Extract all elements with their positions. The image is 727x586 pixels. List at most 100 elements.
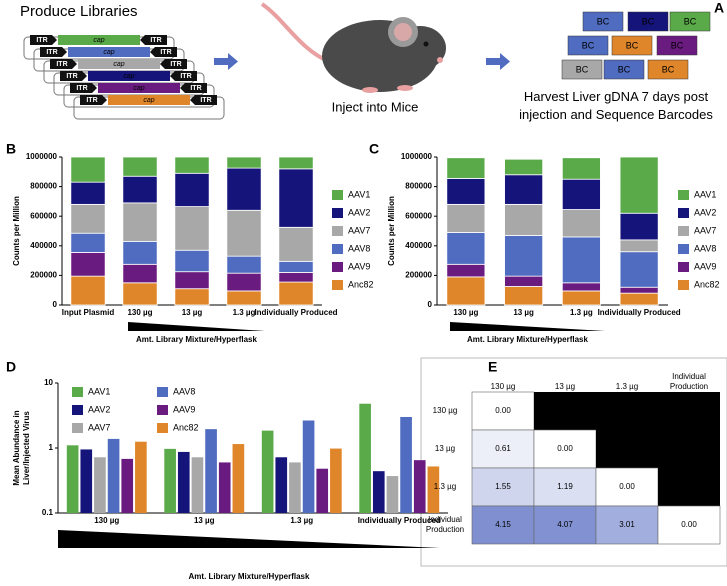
itr [170,71,197,81]
bar-segment [504,203,544,236]
y-tick-label: 0 [53,300,58,309]
y-tick-label: 0 [428,300,433,309]
bar-segment [446,263,486,278]
bar-segment [504,275,544,287]
bar [205,429,217,513]
barcode-label: BC [662,64,675,74]
legend-label: AAV1 [348,189,370,199]
itr-label: ITR [46,49,57,56]
cap-gene [108,95,190,105]
row-label-box: 1.3 µg [434,482,456,491]
barcode [627,11,669,32]
legend-label: Anc82 [348,279,374,289]
bar [121,458,134,513]
legend-label: Anc82 [694,279,720,289]
bar [107,438,120,513]
legend-swatch [157,405,168,415]
cell-label: 4.15 [495,520,511,529]
amount-wedge [128,322,265,331]
bar [427,466,440,513]
legend-label: AAV9 [694,261,716,271]
legend-label: AAV2 [88,404,110,414]
itr-label: ITR [170,61,181,68]
bar-segment [561,157,601,180]
itr [40,47,67,57]
barcode-label: BC [684,16,697,26]
legend-swatch [332,244,343,254]
arrow [214,53,238,70]
itr [140,35,167,45]
bar-segment [226,156,262,169]
legend-label: AAV9 [348,261,370,271]
bar-segment [619,212,659,241]
bar-segment [619,292,659,306]
step-label-box: Harvest Liver gDNA 7 days post injection… [519,89,713,122]
bar-segment [122,175,158,204]
bar [302,420,315,513]
x-tick-label: 13 µg [194,516,215,525]
legend-swatch [678,244,689,254]
itr-label: ITR [190,85,201,92]
bar-segment [561,282,601,292]
bar-segment [561,178,601,210]
x-tick-label: 13 µg [182,308,203,317]
barcode-label: BC [597,16,610,26]
y-axis-label-box: Mean Abundance in Liver/Injected Virus [12,410,31,485]
bar-segment [70,203,106,234]
bar-segment [174,156,210,174]
cap-label: cap [133,85,144,92]
itr-label: ITR [180,73,191,80]
cap-label: cap [123,73,134,80]
legend-label: Anc82 [173,422,199,432]
legend-swatch [678,190,689,200]
cell-label: 0.00 [681,520,697,529]
x-tick-label: Individually Produced [254,308,337,317]
heat-cell [471,505,535,545]
cap-gene [88,71,170,81]
y-axis-label: Counts per Million [12,196,21,266]
panel-label: C [369,141,379,157]
y-tick-label: 600000 [405,211,432,220]
barcode-label: BC [582,40,595,50]
cell-label: 1.55 [495,482,511,491]
bar [316,468,329,513]
cap-gene [98,83,180,93]
bar [80,449,93,513]
bar-segment [619,251,659,288]
bar-segment [446,157,486,179]
bar-segment [70,275,106,306]
bar-segment [446,203,486,233]
heat-cell [657,505,721,545]
cell-label: 3.01 [619,520,635,529]
legend-label: AAV2 [348,207,370,217]
barcode [656,35,698,56]
bar [289,462,301,513]
bar [177,451,190,513]
barcode-label: BC [626,40,639,50]
empty-cell [534,392,596,430]
legend-swatch [157,387,168,397]
x-tick-label: 130 µg [94,516,119,525]
bar-segment [278,156,314,170]
legend-label: AAV8 [173,386,195,396]
y-tick-label: 200000 [30,271,57,280]
empty-cell [658,430,720,468]
cap-label: cap [93,37,104,44]
legend-swatch [72,387,83,397]
row-label: Individual Production [425,515,465,534]
itr-label: ITR [150,37,161,44]
itr-label: ITR [160,49,171,56]
legend-label: AAV2 [694,207,716,217]
panel-label: D [6,359,16,375]
mouse [260,2,446,93]
itr-label: ITR [66,73,77,80]
bar [135,441,147,513]
barcode-label: BC [642,16,655,26]
bar-segment [278,168,314,228]
legend-label: AAV1 [88,386,110,396]
bar [372,471,385,513]
itr [30,35,57,45]
bar-segment [70,252,106,277]
bar [94,457,106,513]
